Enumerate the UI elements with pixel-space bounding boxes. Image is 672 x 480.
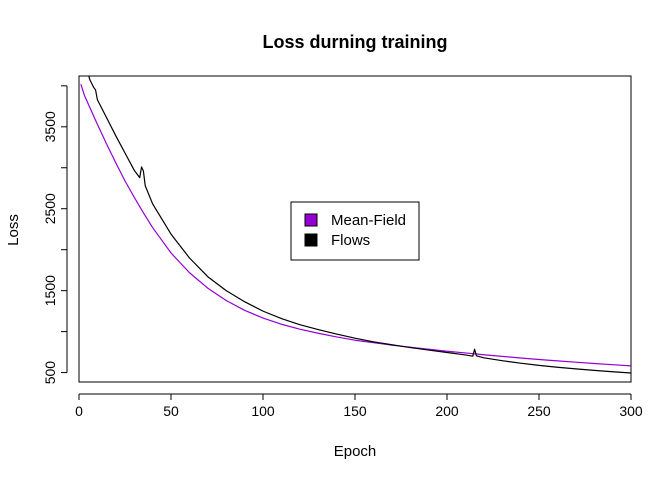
- y-tick-label: 500: [42, 361, 58, 385]
- x-tick-label: 100: [251, 403, 275, 419]
- x-tick-label: 150: [343, 403, 367, 419]
- legend-label: Mean-Field: [331, 212, 406, 229]
- legend-swatch: [304, 213, 318, 227]
- x-tick-label: 200: [435, 403, 459, 419]
- x-axis-label: Epoch: [334, 443, 377, 460]
- legend: Mean-Field Flows: [290, 201, 420, 261]
- chart-title: Loss durning training: [263, 32, 448, 52]
- series-line-mean-field: [80, 84, 631, 367]
- legend-box: [290, 201, 420, 261]
- legend-swatch: [304, 233, 318, 247]
- x-tick-label: 50: [163, 403, 179, 419]
- legend-label: Flows: [331, 232, 370, 249]
- x-tick-label: 0: [75, 403, 83, 419]
- y-axis: 500 1500 2500 3500: [42, 85, 68, 385]
- y-axis-label: Loss: [5, 214, 22, 246]
- x-tick-label: 300: [619, 403, 643, 419]
- y-tick-label: 3500: [42, 111, 58, 142]
- series-line-flows: [88, 76, 631, 374]
- y-tick-label: 2500: [42, 193, 58, 224]
- x-axis: 0 50 100 150 200 250 300: [75, 393, 643, 419]
- x-tick-label: 250: [527, 403, 551, 419]
- series-layer: [80, 76, 631, 374]
- y-tick-label: 1500: [42, 275, 58, 306]
- plot-area-frame: [78, 75, 632, 383]
